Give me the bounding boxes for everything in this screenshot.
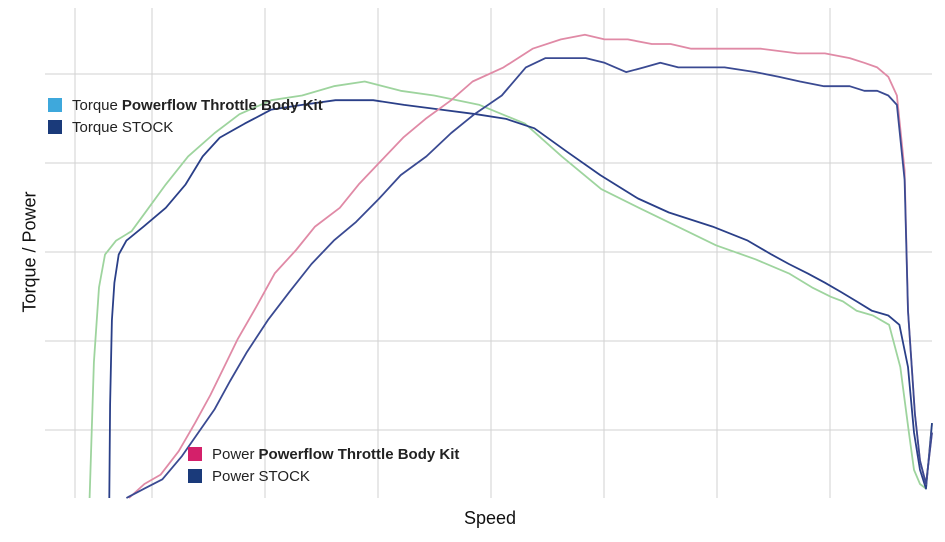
series-power-stock-line bbox=[125, 57, 933, 499]
y-axis-label: Torque / Power bbox=[19, 191, 40, 313]
legend-prefix: Torque bbox=[72, 118, 118, 136]
legend-prefix: Power bbox=[212, 445, 255, 463]
series-power-kit-line bbox=[128, 33, 933, 499]
legend-series-name: Powerflow Throttle Body Kit bbox=[121, 96, 323, 114]
legend-item-power-kit: Power Powerflow Throttle Body Kit bbox=[188, 443, 459, 465]
legend-series-name: STOCK bbox=[121, 118, 174, 136]
series-torque-stock-line bbox=[108, 99, 933, 499]
power-legend: Power Powerflow Throttle Body Kit Power … bbox=[188, 443, 459, 487]
series-torque-kit-line bbox=[88, 80, 933, 499]
legend-swatch-power-stock bbox=[188, 469, 202, 483]
legend-series-name: STOCK bbox=[258, 467, 310, 485]
legend-swatch-power-kit bbox=[188, 447, 202, 461]
legend-swatch-torque-kit bbox=[48, 98, 62, 112]
legend-item-torque-kit: Torque Powerflow Throttle Body Kit bbox=[48, 94, 323, 116]
x-axis-label: Speed bbox=[463, 508, 517, 528]
legend-prefix: Power bbox=[212, 467, 255, 485]
torque-legend: Torque Powerflow Throttle Body Kit Torqu… bbox=[48, 94, 323, 138]
legend-swatch-torque-stock bbox=[48, 120, 62, 134]
legend-item-power-stock: Power STOCK bbox=[188, 465, 459, 487]
legend-item-torque-stock: Torque STOCK bbox=[48, 116, 323, 138]
legend-series-name: Powerflow Throttle Body Kit bbox=[258, 445, 460, 463]
series-lines bbox=[88, 33, 933, 499]
legend-prefix: Torque bbox=[72, 96, 118, 114]
